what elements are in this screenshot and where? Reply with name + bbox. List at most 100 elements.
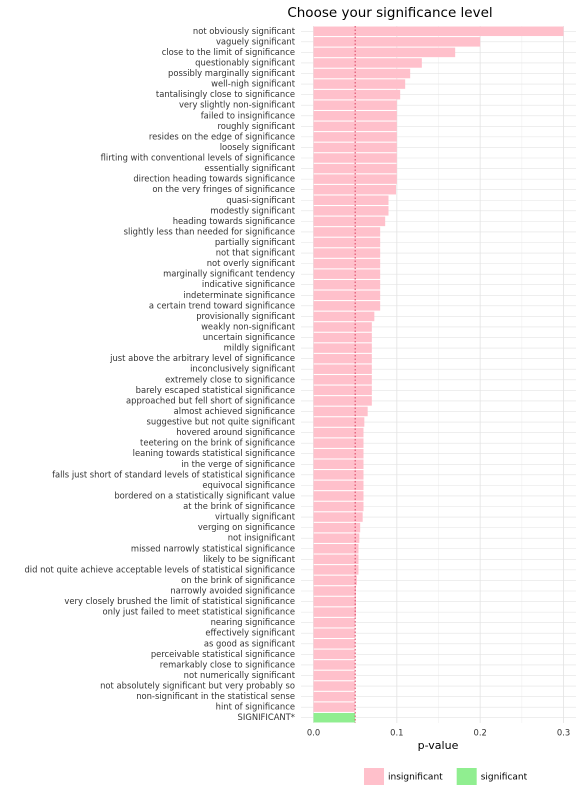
y-tick-label: well-nigh significant bbox=[211, 79, 296, 89]
y-tick-label: indeterminate significance bbox=[183, 290, 295, 300]
bar bbox=[313, 58, 422, 68]
bar bbox=[313, 364, 372, 374]
y-tick-label: SIGNIFICANT* bbox=[238, 712, 295, 722]
y-tick-label: modestly significant bbox=[210, 205, 295, 215]
bar bbox=[313, 332, 372, 343]
bar bbox=[313, 279, 381, 290]
bar bbox=[313, 153, 397, 163]
bar bbox=[313, 163, 397, 174]
y-tick-label: close to the limit of significance bbox=[162, 47, 295, 57]
bar bbox=[313, 565, 359, 575]
bar bbox=[313, 607, 356, 617]
bar bbox=[313, 248, 381, 258]
y-tick-label: teetering on the brink of significance bbox=[140, 438, 295, 448]
y-tick-label: in the verge of significance bbox=[181, 459, 295, 469]
bar bbox=[313, 237, 381, 248]
y-tick-label: marginally significant tendency bbox=[163, 269, 295, 279]
bar bbox=[313, 37, 481, 47]
bar bbox=[313, 491, 364, 501]
bar bbox=[313, 702, 356, 712]
bar bbox=[313, 427, 364, 438]
y-tick-label: slightly less than needed for significan… bbox=[124, 226, 295, 236]
bar bbox=[313, 343, 372, 353]
bar bbox=[313, 470, 364, 480]
y-tick-label: as good as significant bbox=[204, 638, 296, 648]
bar bbox=[313, 174, 397, 184]
y-tick-label: possibly marginally significant bbox=[168, 68, 296, 78]
y-tick-label: weakly non-significant bbox=[201, 321, 296, 331]
bar bbox=[313, 132, 397, 142]
bar bbox=[313, 68, 411, 79]
bar bbox=[313, 100, 397, 110]
y-tick-label: hovered around significance bbox=[176, 427, 295, 437]
bar bbox=[313, 712, 356, 723]
bar bbox=[313, 385, 372, 396]
y-tick-label: quasi-significant bbox=[226, 195, 295, 205]
bar bbox=[313, 47, 456, 58]
y-tick-label: did not quite achieve acceptable levels … bbox=[24, 564, 295, 574]
y-tick-label: not overly significant bbox=[207, 258, 296, 268]
y-tick-label: very slightly non-significant bbox=[179, 100, 296, 110]
y-tick-label: bordered on a statistically significant … bbox=[114, 490, 295, 500]
y-tick-label: uncertain significance bbox=[203, 332, 295, 342]
y-tick-label: direction heading towards significance bbox=[133, 174, 295, 184]
y-tick-label: roughly significant bbox=[217, 121, 295, 131]
bar bbox=[313, 691, 356, 702]
x-tick-label: 0.2 bbox=[474, 728, 487, 738]
bar bbox=[313, 628, 356, 638]
y-tick-label: not that significant bbox=[216, 248, 296, 258]
bar bbox=[313, 438, 364, 448]
bar bbox=[313, 353, 372, 364]
bar bbox=[313, 184, 396, 195]
y-tick-label: at the brink of significance bbox=[183, 501, 295, 511]
x-axis-title: p-value bbox=[418, 739, 459, 752]
bar bbox=[313, 301, 381, 311]
y-tick-label: nearing significance bbox=[211, 617, 295, 627]
y-tick-label: falls just short of standard levels of s… bbox=[52, 469, 295, 479]
bar bbox=[313, 512, 363, 522]
y-tick-label: virtually significant bbox=[215, 512, 296, 522]
x-tick-label: 0.0 bbox=[307, 728, 320, 738]
y-tick-label: resides on the edge of significance bbox=[149, 131, 295, 141]
bar bbox=[313, 227, 381, 237]
bar bbox=[313, 322, 372, 332]
bar bbox=[313, 660, 356, 670]
y-tick-label: missed narrowly statistical significance bbox=[131, 543, 295, 553]
y-tick-label: effectively significant bbox=[205, 628, 295, 638]
y-tick-label: vaguely significant bbox=[216, 36, 296, 46]
legend-label: significant bbox=[481, 773, 528, 783]
y-tick-label: extremely close to significance bbox=[165, 374, 295, 384]
x-tick-label: 0.1 bbox=[390, 728, 403, 738]
y-tick-label: non-significant in the statistical sense bbox=[136, 691, 295, 701]
bar bbox=[313, 290, 381, 301]
bar bbox=[313, 406, 368, 417]
y-tick-label: loosely significant bbox=[220, 142, 296, 152]
bar bbox=[313, 533, 360, 543]
y-tick-label: barely escaped statistical significance bbox=[136, 385, 295, 395]
bar bbox=[313, 142, 397, 153]
y-tick-label: only just failed to meet statistical sig… bbox=[103, 607, 295, 617]
bar bbox=[313, 206, 389, 216]
bar bbox=[313, 111, 397, 121]
y-tick-label: very closely brushed the limit of statis… bbox=[64, 596, 295, 606]
bar bbox=[313, 26, 564, 37]
bar bbox=[313, 121, 397, 132]
y-tick-label: not absolutely significant but very prob… bbox=[100, 681, 295, 691]
bar bbox=[313, 649, 356, 660]
y-tick-label: on the very fringes of significance bbox=[152, 184, 295, 194]
y-tick-label: tantalisingly close to significance bbox=[156, 89, 295, 99]
x-tick-label: 0.3 bbox=[557, 728, 570, 738]
bar bbox=[313, 216, 386, 227]
y-tick-label: verging on significance bbox=[198, 522, 295, 532]
y-tick-label: approached but fell short of significanc… bbox=[126, 395, 295, 405]
y-tick-label: equivocal significance bbox=[202, 480, 295, 490]
bar bbox=[313, 89, 401, 100]
bar bbox=[313, 311, 375, 322]
bar bbox=[313, 639, 356, 649]
y-tick-label: on the brink of significance bbox=[181, 575, 295, 585]
bar bbox=[313, 543, 359, 554]
bar bbox=[313, 681, 356, 691]
legend-swatch bbox=[456, 768, 477, 785]
y-tick-label: almost achieved significance bbox=[174, 406, 295, 416]
